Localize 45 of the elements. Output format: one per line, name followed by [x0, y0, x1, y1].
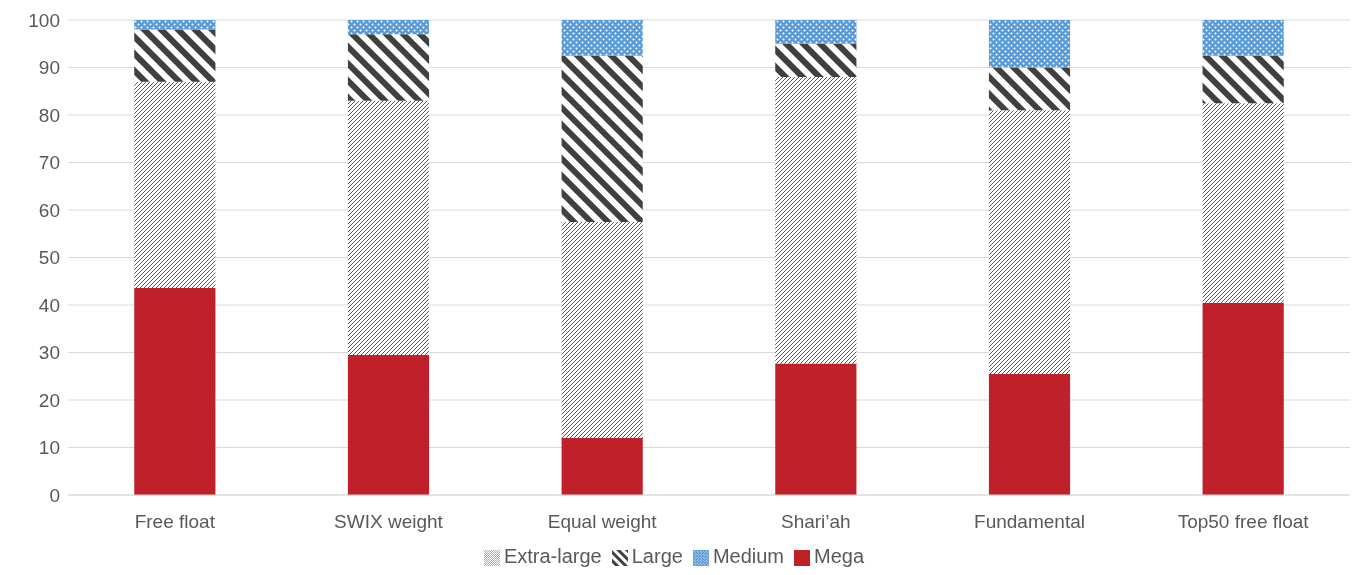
bar [988, 373, 1071, 495]
bar [1202, 20, 1284, 56]
bar [775, 77, 857, 364]
bar [775, 363, 857, 495]
y-tick-label: 50 [38, 247, 60, 269]
bar [561, 20, 643, 56]
y-tick-label: 80 [38, 104, 60, 126]
y-tick-label: 20 [38, 389, 60, 411]
y-tick-label: 40 [38, 294, 60, 316]
x-tick-label: Equal weight [547, 511, 658, 533]
bar [134, 81, 216, 288]
x-tick-label: Fundamental [974, 511, 1085, 533]
bar [134, 29, 216, 82]
legend-label: Extra-large [503, 545, 602, 567]
y-tick-label: 90 [38, 57, 60, 79]
bar [988, 67, 1071, 111]
y-tick-label: 100 [28, 9, 60, 31]
bar [347, 354, 430, 495]
legend-label: Mega [814, 545, 865, 567]
x-tick-label: Free float [134, 511, 216, 533]
bar [561, 55, 643, 222]
bar [561, 221, 643, 438]
bar [988, 20, 1071, 68]
bar [1202, 55, 1284, 104]
y-tick-label: 10 [38, 437, 60, 459]
bar [775, 43, 857, 77]
bar [561, 438, 643, 495]
legend-label: Medium [712, 545, 785, 567]
bar [347, 100, 430, 355]
bar [1202, 302, 1284, 495]
y-tick-label: 0 [49, 484, 60, 506]
y-tick-label: 30 [38, 342, 60, 364]
bar [134, 20, 216, 30]
x-tick-label: Top50 free float [1177, 511, 1310, 533]
bar [1202, 103, 1284, 303]
legend-label: Large [631, 545, 683, 567]
bar [134, 287, 216, 495]
bar [347, 34, 430, 101]
bar [347, 20, 430, 35]
y-tick-label: 60 [38, 199, 60, 221]
bar [775, 20, 857, 44]
y-tick-label: 70 [38, 152, 60, 174]
x-tick-label: SWIX weight [334, 511, 444, 533]
x-tick-label: Shari’ah [780, 511, 851, 533]
bar [988, 110, 1071, 374]
